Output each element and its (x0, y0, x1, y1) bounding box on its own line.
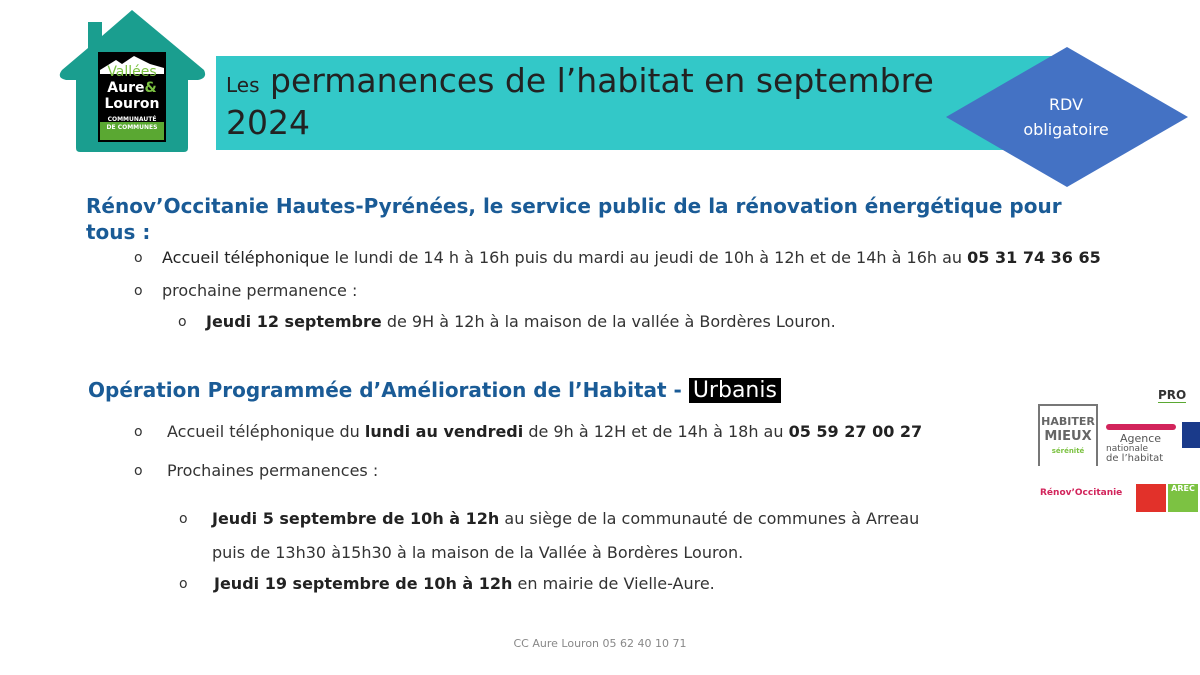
mieux-text: MIEUX (1044, 429, 1092, 444)
bullet: o (178, 314, 187, 330)
serenite-text: sérénité (1051, 447, 1085, 455)
bullet: o (179, 576, 188, 592)
logo-line2: Aure (107, 80, 145, 96)
item-text: Accueil téléphonique du (167, 422, 365, 441)
phone-number: 05 59 27 00 27 (788, 422, 923, 441)
section2-item-phone: o Accueil téléphonique du lundi au vendre… (134, 422, 923, 442)
badge-line2: obligatoire (1023, 120, 1109, 139)
habiter-mieux-logo: HABITER MIEUX sérénité (1038, 404, 1098, 466)
section1-item-next: o prochaine permanence : (134, 281, 358, 301)
bullet: o (134, 250, 143, 266)
logo-text: Vallées Aure& Louron COMMUNAUTÉ DE COMMU… (100, 64, 164, 132)
page-title: Les permanences de l’habitat en septembr… (226, 62, 1006, 141)
item-text-line2: puis de 13h30 à15h30 à la maison de la V… (212, 543, 744, 562)
section2-sub-item: o Jeudi 19 septembre de 10h à 12h en mair… (179, 574, 715, 594)
urbanis-badge: Urbanis (688, 378, 781, 403)
rdv-badge-shape (946, 47, 1188, 187)
habiter-text: HABITER (1041, 415, 1095, 428)
bullet: o (134, 463, 143, 479)
section2-item-next: o Prochaines permanences : (134, 461, 379, 481)
section2-heading: Opération Programmée d’Amélioration de l… (88, 377, 781, 404)
section1-sub-item: o Jeudi 12 septembre de 9H à 12h à la mai… (178, 312, 836, 332)
anah-text3: de l’habitat (1106, 453, 1164, 464)
bullet: o (134, 283, 143, 299)
logo-amp: & (144, 80, 157, 96)
renov-occitanie-logo: Rénov’Occitanie (1040, 488, 1123, 498)
date: Jeudi 5 septembre de 10h à 12h (212, 509, 500, 528)
section1-item-phone: o Accueil téléphonique le lundi de 14 h à… (134, 248, 1101, 268)
item-text: au siège de la communauté de communes à … (499, 509, 920, 528)
item-text: en mairie de Vielle-Aure. (512, 574, 715, 593)
item-text: de 9h à 12H et de 14h à 18h au (523, 422, 789, 441)
pro-logo: PRO (1158, 388, 1187, 403)
item-label: Accueil téléphonique (162, 248, 330, 267)
bullet: o (134, 424, 143, 440)
anah-text2: nationale (1106, 444, 1149, 454)
heading-text: Opération Programmée d’Amélioration de l… (88, 378, 689, 402)
date: Jeudi 12 septembre (206, 312, 382, 331)
anah-text1: Agence (1120, 432, 1162, 445)
logo-line3: Louron (104, 96, 160, 112)
badge-line1: RDV (1048, 95, 1084, 114)
title-banner (216, 56, 1056, 150)
phone-number: 05 31 74 36 65 (967, 248, 1101, 267)
arec-logo: AREC (1168, 484, 1198, 512)
logo-line1: Vallées (107, 64, 157, 80)
item-text: Prochaines permanences : (167, 461, 379, 480)
footer-contact: CC Aure Louron 05 62 40 10 71 (513, 637, 687, 650)
house-logo (59, 10, 206, 152)
days: lundi au vendredi (364, 422, 524, 441)
anah-logo: Agence nationale de l’habitat (1106, 424, 1176, 464)
item-text: de 9H à 12h à la maison de la vallée à B… (381, 312, 836, 331)
title-main: permanences de l’habitat en septembre 20… (226, 61, 934, 142)
logo-line5: DE COMMUNES (106, 124, 158, 131)
date: Jeudi 19 septembre de 10h à 12h (214, 574, 513, 593)
partner-logos: PRO HABITER MIEUX sérénité Agence nation… (1036, 384, 1200, 520)
section2-sub-item: o Jeudi 5 septembre de 10h à 12h au siège… (179, 502, 920, 570)
section1-heading: Rénov’Occitanie Hautes-Pyrénées, le serv… (86, 194, 1062, 244)
item-text: prochaine permanence : (162, 281, 358, 300)
bullet: o (179, 511, 188, 527)
title-prefix: Les (226, 73, 260, 97)
rdv-badge: RDV obligatoire (996, 92, 1136, 142)
item-text: le lundi de 14 h à 16h puis du mardi au … (329, 248, 968, 267)
logo-line4: COMMUNAUTÉ (107, 116, 157, 123)
